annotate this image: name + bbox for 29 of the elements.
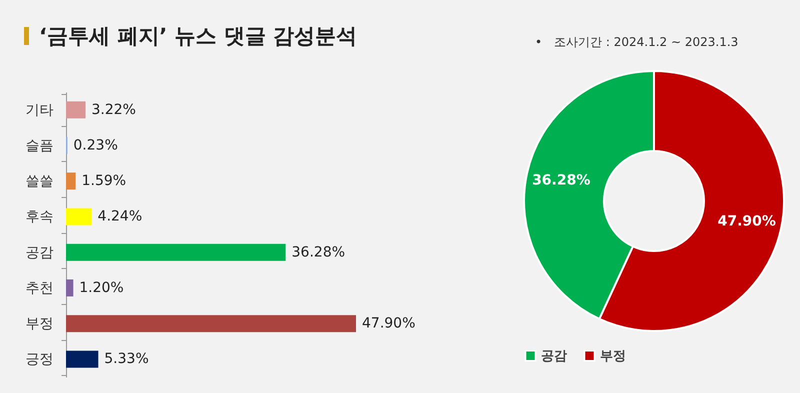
data-label: 36.28% [292,244,346,260]
legend-label: 부정 [600,348,626,364]
bar [66,101,86,118]
y-tick-label: 긍정 [26,352,54,368]
bar [66,172,76,190]
y-tick-label: 부정 [26,316,54,332]
chart-title: ‘금투세 폐지’ 뉴스 댓글 감성분석 [39,23,358,50]
y-tick-label: 슬픔 [26,138,54,154]
y-tick-label: 추천 [26,280,54,296]
text: • 조사기간 : 2024.1.2 ~ 2023.1.3 [535,34,738,51]
data-label: 3.22% [91,102,136,118]
legend-label: 공감 [541,348,567,364]
data-label: 1.20% [79,280,124,296]
data-label: 47.90% [362,316,416,332]
bar [66,208,92,226]
data-label: 1.59% [82,173,126,190]
data-label: 0.23% [73,137,118,154]
y-tick-label: 공감 [26,244,54,261]
y-tick-label: 후속 [26,209,54,226]
data-label: 4.24% [98,208,142,225]
data-label: 47.90% [718,213,776,230]
data-label: 36.28% [532,172,590,189]
bar [66,315,356,332]
data-label: 5.33% [104,351,149,368]
bar [66,244,286,261]
y-tick-label: 기타 [26,102,54,118]
bar [66,279,74,296]
y-tick-label: 쓸쓸 [26,174,54,190]
bar [66,350,98,368]
